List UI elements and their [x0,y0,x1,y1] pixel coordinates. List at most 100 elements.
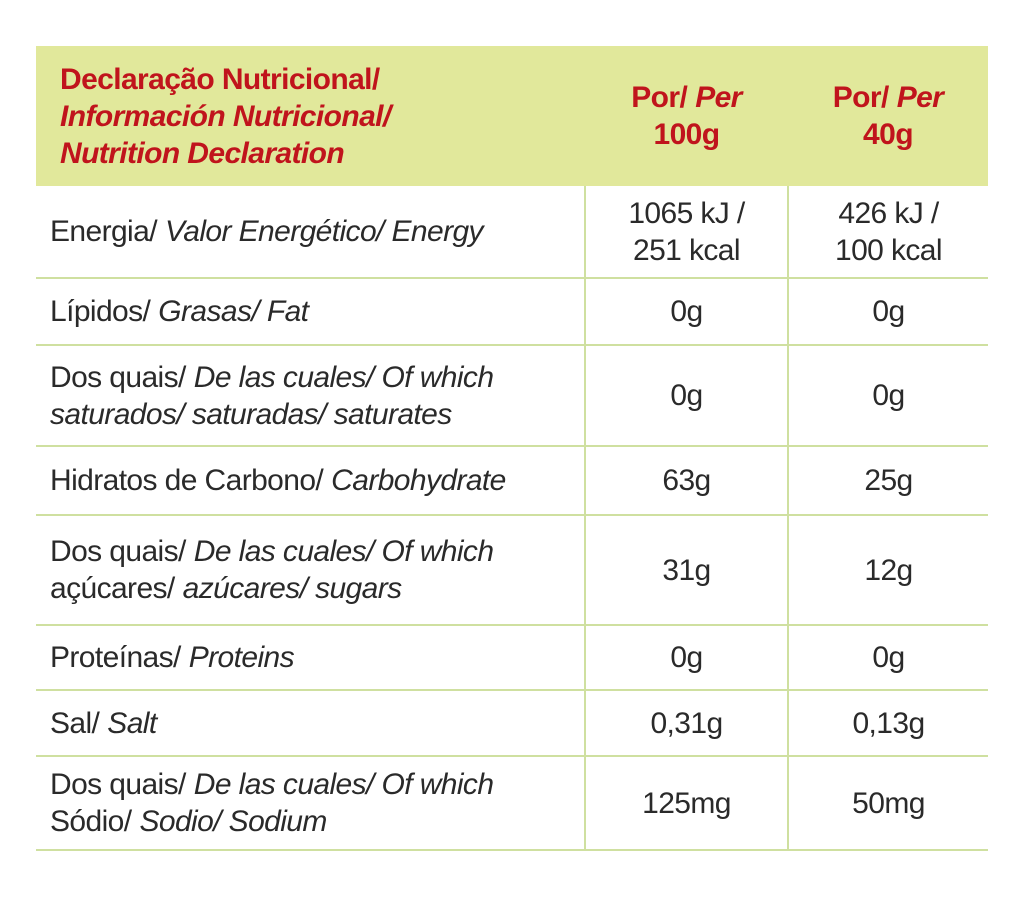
text-segment: Sal/ [50,706,100,740]
text-line: 40g [802,116,974,153]
nutrient-value: 125mg [584,756,788,851]
text-line: Energia/Valor Energético/ Energy [50,213,570,250]
value-line: 25g [864,464,913,497]
table-header: Declaração Nutricional/Información Nutri… [36,46,988,186]
header-title: Declaração Nutricional/Información Nutri… [36,46,585,186]
text-line: Declaração Nutricional/ [60,61,571,98]
nutrient-value: 31g [584,515,788,626]
text-segment: azúcares/ sugars [182,572,402,605]
text-line: Hidratos de Carbono/Carbohydrate [50,462,570,499]
value-line: 0g [670,295,703,328]
value-line: 125mg [642,786,731,820]
value-line: 426 kJ / [838,196,939,230]
text-line: saturados/ saturadas/ saturates [50,396,570,433]
value-line: 251 kcal [633,233,741,267]
nutrition-table: Declaração Nutricional/Información Nutri… [36,46,988,851]
nutrient-row: Dos quais/De las cuales/ Of which Sódio/S… [36,756,988,851]
text-line: Sal/Salt [50,705,570,742]
nutrient-label: Sal/Salt [36,690,585,757]
nutrient-label: Energia/Valor Energético/ Energy [36,186,585,279]
text-segment: 40g [863,118,914,151]
text-line: Por/Per [802,79,974,116]
value-line: 50mg [852,786,925,820]
text-line: Lípidos/Grasas/ Fat [50,293,570,330]
text-line: Nutrition Declaration [60,135,571,172]
text-segment: Grasas/ Fat [158,295,309,328]
header-row: Declaração Nutricional/Información Nutri… [36,46,988,186]
nutrient-value: 0g [787,345,988,447]
value-line: 0g [670,379,703,412]
nutrient-label: Dos quais/De las cuales/ Of which Sódio/S… [36,756,585,851]
column-header: Por/Per 40g [788,46,988,186]
text-segment: Valor Energético/ Energy [164,215,484,248]
text-line: Dos quais/De las cuales/ Of which [50,766,570,803]
value-line: 0g [872,641,905,674]
text-segment: Lípidos/ [50,295,151,328]
text-segment: Dos quais/ [50,360,186,394]
text-segment: Energia/ [50,215,158,248]
text-line: Dos quais/De las cuales/ Of which [50,533,570,570]
nutrient-label: Lípidos/Grasas/ Fat [36,278,585,346]
nutrient-value: 0g [584,278,788,346]
nutrient-value: 1065 kJ /251 kcal [584,186,788,279]
text-segment: Por/ [631,81,688,114]
text-segment: 100g [653,118,721,151]
text-segment: Per [695,81,742,114]
nutrient-value: 50mg [787,756,988,851]
nutrient-label: Hidratos de Carbono/Carbohydrate [36,446,585,516]
text-line: Proteínas/Proteins [50,639,570,676]
nutrient-value: 0g [787,625,988,691]
nutrient-row: Proteínas/Proteins 0g 0g [36,625,988,691]
value-line: 1065 kJ / [628,196,745,230]
text-segment: saturados/ saturadas/ saturates [50,397,452,431]
nutrient-row: Dos quais/De las cuales/ Of which açúcare… [36,515,988,626]
nutrient-value: 12g [787,515,988,626]
value-line: 0g [670,641,703,674]
text-segment: Per [896,81,944,114]
table-body: Energia/Valor Energético/ Energy 1065 kJ … [36,186,988,851]
value-line: 0g [872,295,905,328]
nutrient-value: 63g [584,446,788,516]
text-line: Por/Per [599,79,774,116]
text-line: Sódio/Sodio/ Sodium [50,803,570,840]
nutrient-label: Dos quais/De las cuales/ Of which saturad… [36,345,585,447]
nutrient-value: 0g [787,278,988,346]
text-segment: De las cuales/ Of which [193,768,494,801]
value-line: 63g [662,464,711,497]
text-segment: Por/ [832,81,890,114]
text-segment: Carbohydrate [331,464,506,497]
text-segment: Dos quais/ [50,535,186,568]
text-line: Dos quais/De las cuales/ Of which [50,359,570,396]
text-segment: Información Nutricional/ [60,99,391,133]
nutrient-value: 0g [584,625,788,691]
column-header: Por/Per 100g [585,46,788,186]
text-segment: Proteínas/ [50,641,181,674]
text-segment: Declaração Nutricional/ [60,62,380,96]
nutrient-row: Energia/Valor Energético/ Energy 1065 kJ … [36,186,988,279]
nutrient-value: 25g [787,446,988,516]
text-segment: Proteins [188,641,295,674]
text-segment: Dos quais/ [50,768,186,801]
text-segment: Nutrition Declaration [60,136,345,170]
text-line: açúcares/azúcares/ sugars [50,570,570,607]
value-line: 0,31g [650,706,723,740]
value-line: 31g [662,553,711,587]
value-line: 12g [864,553,913,587]
text-segment: Salt [107,706,157,740]
text-segment: De las cuales/ Of which [193,535,494,568]
text-segment: Sódio/ [50,805,132,838]
nutrient-row: Dos quais/De las cuales/ Of which saturad… [36,345,988,447]
nutrient-value: 0,13g [787,690,988,757]
nutrient-label: Dos quais/De las cuales/ Of which açúcare… [36,515,585,626]
nutrient-value: 0,31g [584,690,788,757]
value-line: 0g [872,379,905,412]
text-line: 100g [599,116,774,153]
nutrient-value: 426 kJ /100 kcal [787,186,988,279]
text-segment: De las cuales/ Of which [193,360,494,394]
text-line: Información Nutricional/ [60,98,571,135]
text-segment: açúcares/ [50,572,175,605]
nutrient-label: Proteínas/Proteins [36,625,585,691]
text-segment: Sodio/ Sodium [139,805,327,838]
nutrient-value: 0g [584,345,788,447]
